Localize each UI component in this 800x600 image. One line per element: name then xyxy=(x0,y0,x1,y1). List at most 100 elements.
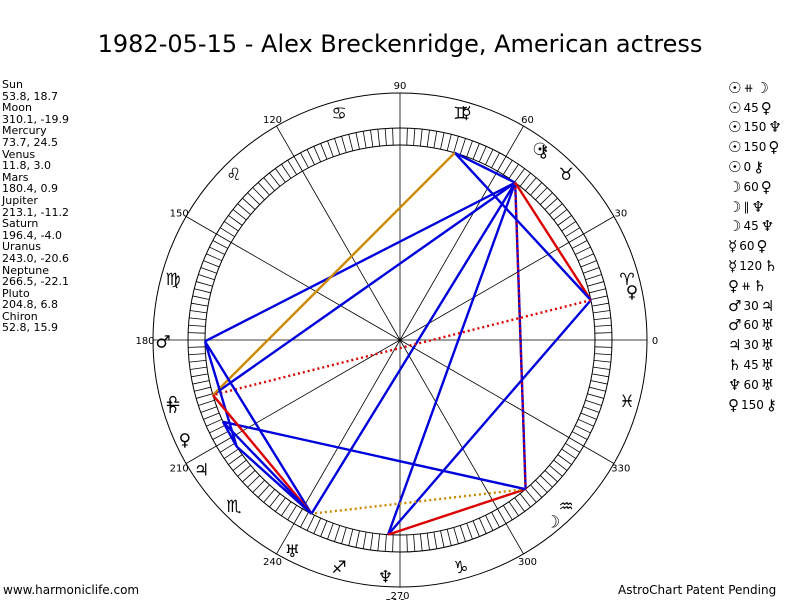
degree-tick xyxy=(539,475,553,488)
aspect-row: ☽ ∥ ♆ xyxy=(728,197,782,217)
degree-tick xyxy=(557,215,572,226)
degree-tick xyxy=(220,442,235,453)
degree-tick xyxy=(580,412,597,420)
aspect-line xyxy=(311,487,526,515)
outer-spoke xyxy=(583,445,615,464)
aspect-line xyxy=(221,421,238,448)
footer-credit: AstroChart Patent Pending xyxy=(618,583,777,597)
pluto-icon: ♀ xyxy=(179,430,191,450)
zodiac-cancer-icon: ♋ xyxy=(332,104,347,124)
aspect-list: ☉ ⧺ ☽ ☉ 45 ♀ ☉ 150 ♆ ☉ 150 ♀ ☉ 0 ⚷ ☽ 60 ♀ ☽ ∥ ♆ ☽ 45 ♆ ☿ 60 ♀ ☿ 120 ♄… xyxy=(728,78,782,415)
degree-label: 0 xyxy=(652,336,658,347)
planet-name-sun: Sun xyxy=(2,78,23,91)
aspect-line xyxy=(212,394,313,515)
degree-tick xyxy=(553,459,568,471)
outer-spoke xyxy=(276,523,295,555)
aspect-planet-b: ♀ xyxy=(768,138,780,157)
degree-tick xyxy=(198,399,215,406)
planet-name-uranus: Uranus xyxy=(2,240,41,254)
aspect-planet-b: ⚷ xyxy=(753,158,765,177)
aspect-planet-a: ☿ xyxy=(728,257,738,276)
house-spoke xyxy=(399,242,570,341)
degree-tick xyxy=(334,138,341,155)
degree-tick xyxy=(557,454,572,465)
degree-tick xyxy=(593,317,611,321)
degree-label: 330 xyxy=(611,464,630,475)
aspect-row: ♃ 30 ♅ xyxy=(728,335,782,355)
aspect-planet-b: ♄ xyxy=(753,276,767,295)
degree-tick xyxy=(263,177,275,191)
degree-tick xyxy=(300,511,309,528)
degree-tick xyxy=(508,164,519,179)
zodiac-scorpio-icon: ♏ xyxy=(226,497,241,517)
outer-spoke xyxy=(505,125,524,157)
aspect-row: ☉ 150 ♆ xyxy=(728,118,782,138)
degree-tick xyxy=(440,132,445,150)
degree-tick xyxy=(196,393,213,399)
degree-tick xyxy=(313,146,322,163)
degree-tick xyxy=(281,501,292,516)
sun-icon: ☉ xyxy=(532,140,547,160)
aspect-value: 60 xyxy=(739,239,755,254)
house-spoke xyxy=(399,339,498,510)
degree-tick xyxy=(306,149,315,165)
aspect-line xyxy=(212,181,516,397)
aspect-row: ☿ 60 ♀ xyxy=(728,236,782,256)
degree-tick xyxy=(544,197,558,210)
aspect-planet-a: ☉ xyxy=(728,78,742,97)
extra-degree-label: 219 xyxy=(385,597,406,600)
degree-label: 180 xyxy=(135,336,154,347)
aspect-planet-b: ♅ xyxy=(760,356,775,375)
degree-tick xyxy=(327,523,334,540)
planet-name-venus: Venus xyxy=(2,147,36,161)
planet-coords-jupiter: 213.1, -11.2 xyxy=(2,205,69,219)
degree-tick xyxy=(491,511,500,528)
degree-tick xyxy=(341,527,347,544)
degree-tick xyxy=(502,160,513,175)
degree-tick xyxy=(426,130,430,147)
degree-tick xyxy=(568,233,584,243)
zodiac-virgo-icon: ♍ xyxy=(165,270,180,290)
degree-label: 120 xyxy=(263,115,282,126)
degree-label: 210 xyxy=(170,464,189,475)
planet-coords-chiron: 52.8, 15.9 xyxy=(2,321,58,335)
degree-tick xyxy=(370,533,374,550)
degree-tick xyxy=(593,366,610,370)
degree-tick xyxy=(583,406,600,413)
degree-tick xyxy=(269,172,281,187)
aspect-value: 120 xyxy=(739,259,763,274)
aspect-planet-a: ♃ xyxy=(728,336,742,355)
aspect-planet-a: ☽ xyxy=(728,217,742,236)
degree-tick xyxy=(525,177,537,191)
mercury-icon: ☿ xyxy=(461,104,471,124)
saturn-icon: ♄ xyxy=(165,398,180,418)
degree-tick xyxy=(594,324,612,327)
aspect-line xyxy=(386,182,517,536)
degree-tick xyxy=(232,459,247,471)
degree-tick xyxy=(188,332,206,334)
outer-spoke xyxy=(185,216,217,235)
degree-tick xyxy=(188,346,206,348)
aspect-planet-b: ♆ xyxy=(760,217,775,236)
degree-tick xyxy=(190,310,207,314)
aspect-planet-b: ♅ xyxy=(760,316,775,335)
degree-tick xyxy=(561,448,576,459)
degree-tick xyxy=(392,534,394,552)
aspect-value: 45 xyxy=(743,100,759,115)
degree-tick xyxy=(587,393,604,399)
degree-tick xyxy=(580,260,597,268)
aspect-value: 30 xyxy=(743,338,759,353)
degree-tick xyxy=(188,324,206,327)
degree-tick xyxy=(535,187,548,201)
uranus-icon: ♅ xyxy=(285,542,300,562)
aspect-line xyxy=(387,299,592,536)
planet-position-list: Sun 53.8, 18.7 Moon 310.1, -19.9 Mercury 73.7… xyxy=(2,79,69,334)
degree-tick xyxy=(327,140,334,157)
aspect-value: ∥ xyxy=(743,199,750,214)
degree-tick xyxy=(334,525,341,542)
degree-tick xyxy=(519,172,531,187)
planet-name-saturn: Saturn xyxy=(2,217,39,231)
degree-tick xyxy=(585,274,602,281)
aspect-row: ♆ 60 ♅ xyxy=(728,375,782,395)
degree-tick xyxy=(224,448,239,459)
